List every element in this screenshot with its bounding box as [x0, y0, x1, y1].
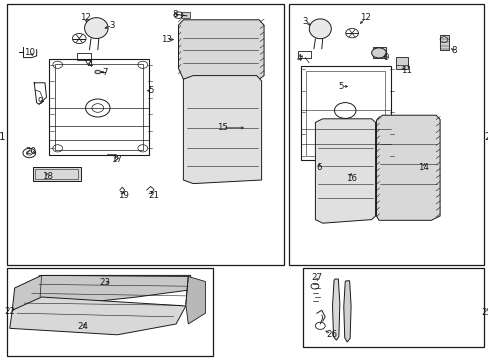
Text: 4: 4 [296, 54, 302, 63]
Polygon shape [376, 115, 439, 220]
Bar [305, 71, 384, 156]
Text: 11: 11 [401, 66, 411, 75]
Text: 7: 7 [102, 68, 108, 77]
Bar [439, 35, 448, 50]
Text: 17: 17 [111, 154, 122, 163]
Text: 14: 14 [418, 163, 428, 172]
Text: 13: 13 [161, 35, 171, 44]
Text: 2: 2 [484, 132, 488, 142]
Text: 26: 26 [325, 330, 336, 338]
Bar [7, 4, 283, 265]
Polygon shape [315, 119, 375, 223]
Text: 27: 27 [311, 274, 322, 282]
Text: 8: 8 [172, 10, 178, 19]
Ellipse shape [95, 70, 101, 74]
Text: 12: 12 [80, 13, 91, 22]
Text: 22: 22 [4, 307, 15, 316]
Bar [181, 12, 189, 18]
Polygon shape [343, 281, 350, 342]
Text: 6: 6 [315, 163, 321, 172]
Polygon shape [185, 276, 205, 324]
Text: 16: 16 [345, 174, 356, 183]
Text: 1: 1 [0, 132, 6, 142]
Bar [395, 57, 407, 69]
Text: 8: 8 [450, 46, 456, 55]
Bar [300, 66, 390, 160]
Bar [7, 268, 212, 356]
Bar [33, 167, 81, 181]
Text: 5: 5 [338, 82, 344, 91]
Ellipse shape [371, 48, 386, 58]
Bar [35, 169, 78, 179]
Polygon shape [332, 279, 339, 340]
Bar [372, 47, 386, 58]
Bar [49, 59, 149, 155]
Text: 25: 25 [480, 307, 488, 317]
Text: 3: 3 [109, 21, 115, 30]
Bar [288, 4, 483, 265]
Text: 18: 18 [42, 172, 53, 181]
Text: 9: 9 [383, 53, 388, 62]
Text: 12: 12 [360, 13, 370, 22]
Text: 5: 5 [148, 86, 154, 95]
Text: 21: 21 [148, 191, 159, 199]
Text: 4: 4 [87, 60, 93, 69]
Polygon shape [12, 275, 190, 310]
Text: 3: 3 [302, 17, 307, 26]
Polygon shape [178, 20, 264, 79]
Polygon shape [183, 76, 261, 184]
Bar [55, 64, 142, 150]
Bar [77, 53, 91, 60]
Text: 19: 19 [118, 191, 128, 199]
Polygon shape [10, 297, 185, 335]
Text: 24: 24 [78, 323, 88, 331]
Ellipse shape [308, 19, 331, 39]
Bar [298, 51, 310, 58]
Text: 20: 20 [25, 148, 36, 156]
Text: 10: 10 [24, 48, 35, 57]
Text: 9: 9 [38, 97, 42, 106]
Ellipse shape [84, 18, 108, 39]
Bar [303, 268, 483, 347]
Text: 23: 23 [100, 278, 110, 287]
Text: 15: 15 [217, 123, 227, 132]
